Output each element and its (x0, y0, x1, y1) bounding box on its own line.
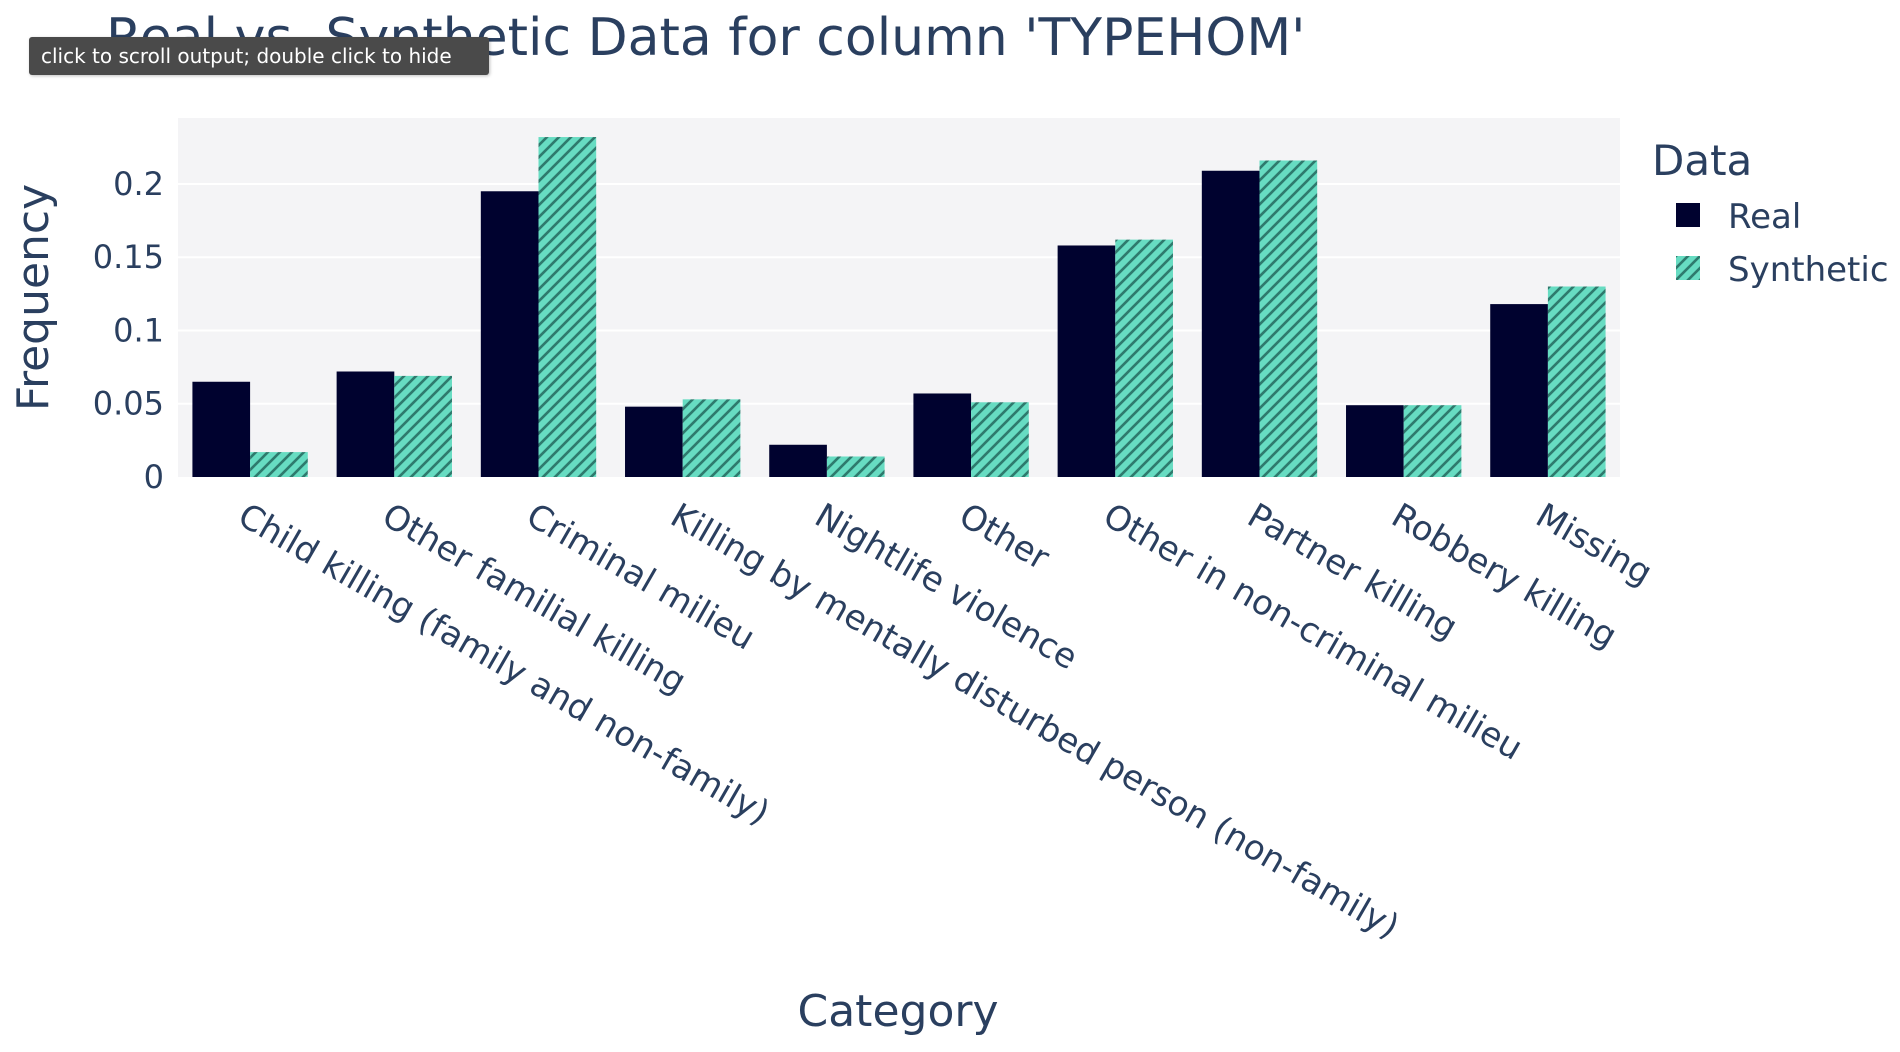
bar-real (625, 406, 683, 477)
bar-real (192, 381, 251, 477)
bar-synthetic (1547, 286, 1606, 477)
legend-title: Data (1652, 136, 1752, 185)
y-tick-label: 0.1 (113, 311, 164, 349)
x-tick-label: Other (952, 496, 1056, 579)
y-tick-label: 0 (144, 458, 164, 496)
legend-label-synthetic: Synthetic (1728, 250, 1889, 290)
bar-real (1057, 245, 1116, 477)
legend-swatch-real (1676, 203, 1700, 227)
bar-synthetic (971, 402, 1029, 477)
scroll-output-tooltip[interactable]: click to scroll output; double click to … (29, 37, 489, 75)
bar-synthetic (394, 375, 452, 477)
bar-real (1201, 170, 1260, 477)
bar-synthetic (250, 452, 308, 477)
y-tick-label: 0.15 (93, 238, 164, 276)
legend-label-real: Real (1728, 197, 1801, 237)
bar-real (769, 444, 827, 477)
bar-synthetic (1259, 160, 1318, 477)
bar-synthetic (682, 399, 741, 477)
y-tick-label: 0.05 (93, 385, 164, 423)
bar-real (480, 191, 539, 477)
bar-real (1490, 304, 1548, 477)
bar-real (1346, 405, 1404, 477)
bar-synthetic (1403, 405, 1462, 477)
y-tick-label: 0.2 (113, 165, 164, 203)
bar-synthetic (538, 137, 597, 477)
x-axis-title: Category (798, 986, 999, 1037)
y-axis-title: Frequency (8, 184, 59, 411)
bar-synthetic (826, 456, 885, 477)
bar-synthetic (1115, 239, 1173, 477)
bar-real (913, 393, 972, 477)
bar-real (336, 371, 395, 477)
legend-swatch-synthetic (1676, 256, 1700, 280)
